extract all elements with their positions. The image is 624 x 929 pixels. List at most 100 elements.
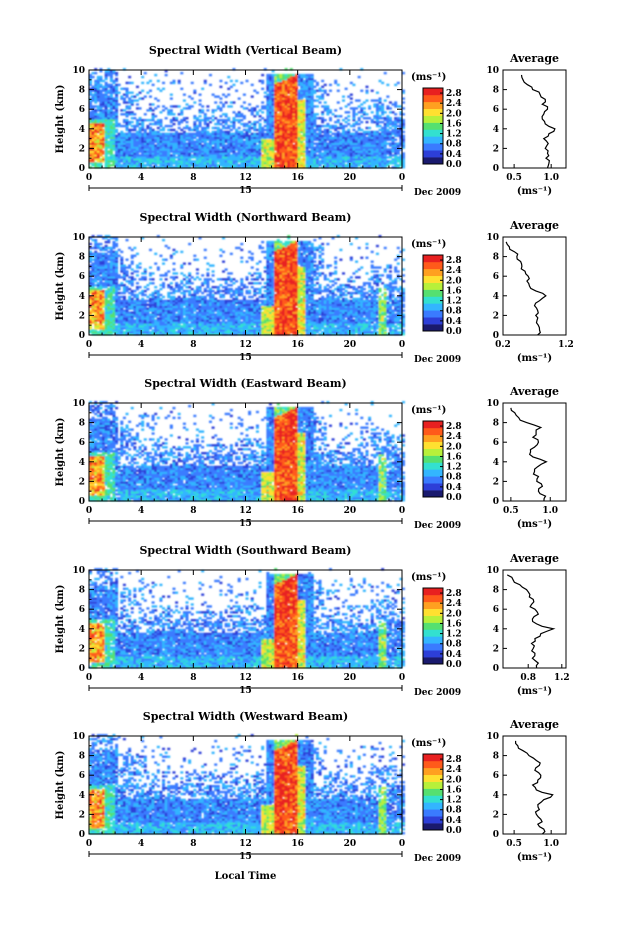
heatmap-cell bbox=[169, 295, 173, 299]
heatmap-cell bbox=[175, 282, 179, 285]
heatmap-cell bbox=[190, 81, 194, 85]
heatmap-cell bbox=[180, 150, 184, 153]
heatmap-cell bbox=[162, 87, 166, 90]
heatmap-cell bbox=[130, 140, 134, 143]
heatmap-cell bbox=[349, 81, 353, 85]
heatmap-cell bbox=[130, 146, 134, 149]
heatmap-cell bbox=[143, 119, 147, 122]
heatmap-cell bbox=[182, 140, 186, 143]
heatmap-cell bbox=[211, 150, 215, 153]
heatmap-cell bbox=[323, 128, 327, 132]
heatmap-cell bbox=[94, 81, 98, 85]
heatmap-cell bbox=[130, 99, 134, 102]
heatmap-cell bbox=[193, 142, 197, 145]
heatmap-cell bbox=[148, 134, 152, 138]
heatmap-cell bbox=[94, 164, 98, 167]
heatmap-cell bbox=[169, 146, 173, 149]
heatmap-cell bbox=[148, 146, 152, 149]
heatmap-cell bbox=[229, 128, 233, 132]
heatmap-cell bbox=[107, 73, 111, 77]
heatmap-cell bbox=[148, 162, 152, 165]
heatmap-cell bbox=[386, 148, 390, 151]
heatmap-cell bbox=[188, 144, 192, 147]
heatmap-cell bbox=[154, 140, 158, 143]
heatmap-cell bbox=[94, 117, 98, 120]
heatmap-cell bbox=[190, 148, 194, 151]
heatmap-cell bbox=[91, 278, 95, 281]
heatmap-cell bbox=[135, 158, 139, 161]
heatmap-cell bbox=[227, 158, 231, 161]
heatmap-cell bbox=[388, 117, 392, 120]
heatmap-cell bbox=[355, 99, 359, 102]
heatmap-cell bbox=[214, 146, 218, 149]
heatmap-cell bbox=[190, 138, 194, 141]
heatmap-cell bbox=[313, 142, 317, 145]
heatmap-cell bbox=[232, 124, 236, 128]
heatmap-cell bbox=[190, 134, 194, 138]
heatmap-cell bbox=[125, 87, 129, 90]
heatmap-cell bbox=[141, 136, 145, 139]
heatmap-cell bbox=[175, 297, 179, 301]
heatmap-cell bbox=[104, 99, 108, 102]
heatmap-cell bbox=[203, 122, 207, 126]
heatmap-cell bbox=[203, 132, 207, 136]
heatmap-cell bbox=[130, 254, 134, 257]
heatmap-cell bbox=[229, 79, 233, 83]
heatmap-cell bbox=[169, 166, 173, 169]
heatmap-cell bbox=[396, 105, 400, 108]
heatmap-cell bbox=[99, 75, 103, 79]
heatmap-cell bbox=[250, 95, 254, 98]
heatmap-cell bbox=[315, 124, 319, 128]
heatmap-cell bbox=[96, 162, 100, 165]
heatmap-cell bbox=[122, 160, 126, 163]
heatmap-cell bbox=[365, 120, 369, 124]
heatmap-cell bbox=[185, 132, 189, 136]
heatmap-cell bbox=[344, 105, 348, 108]
heatmap-cell bbox=[91, 75, 95, 79]
heatmap-cell bbox=[141, 134, 145, 138]
heatmap-cell bbox=[151, 140, 155, 143]
heatmap-cell bbox=[219, 162, 223, 165]
heatmap-cell bbox=[94, 134, 98, 138]
heatmap-cell bbox=[159, 152, 163, 155]
y-tick-label: 8 bbox=[79, 86, 85, 96]
heatmap-cell bbox=[245, 79, 249, 83]
heatmap-cell bbox=[128, 158, 132, 161]
heatmap-cell bbox=[146, 299, 150, 303]
heatmap-cell bbox=[235, 128, 239, 132]
heatmap-cell bbox=[130, 134, 134, 138]
heatmap-cell bbox=[138, 122, 142, 126]
heatmap-cell bbox=[193, 162, 197, 165]
heatmap-cell bbox=[198, 148, 202, 151]
heatmap-cell bbox=[89, 113, 93, 116]
heatmap-cell bbox=[102, 132, 106, 136]
heatmap-cell bbox=[162, 166, 166, 169]
heatmap-cell bbox=[229, 138, 233, 141]
heatmap-cell bbox=[156, 138, 160, 141]
heatmap-cell bbox=[91, 105, 95, 108]
heatmap-cell bbox=[222, 130, 226, 134]
heatmap-cell bbox=[177, 295, 181, 299]
heatmap-cell bbox=[115, 154, 119, 157]
heatmap-cell bbox=[107, 120, 111, 124]
heatmap-cell bbox=[94, 120, 98, 124]
heatmap-cell bbox=[138, 126, 142, 130]
heatmap-cell bbox=[133, 144, 137, 147]
heatmap-cell bbox=[122, 124, 126, 128]
heatmap-cell bbox=[365, 113, 369, 116]
heatmap-cell bbox=[130, 101, 134, 104]
heatmap-cell bbox=[115, 83, 119, 87]
heatmap-cell bbox=[323, 101, 327, 104]
y-axis-label: Height (km) bbox=[55, 85, 66, 154]
heatmap-cell bbox=[195, 156, 199, 159]
heatmap-cell bbox=[130, 166, 134, 169]
heatmap-cell bbox=[318, 160, 322, 163]
heatmap-cell bbox=[375, 103, 379, 106]
heatmap-cell bbox=[109, 126, 113, 130]
heatmap-cell bbox=[96, 150, 100, 153]
heatmap-cell bbox=[104, 70, 108, 73]
heatmap-cell bbox=[224, 115, 228, 118]
heatmap-cell bbox=[159, 166, 163, 169]
heatmap-cell bbox=[130, 103, 134, 106]
heatmap-cell bbox=[224, 81, 228, 85]
